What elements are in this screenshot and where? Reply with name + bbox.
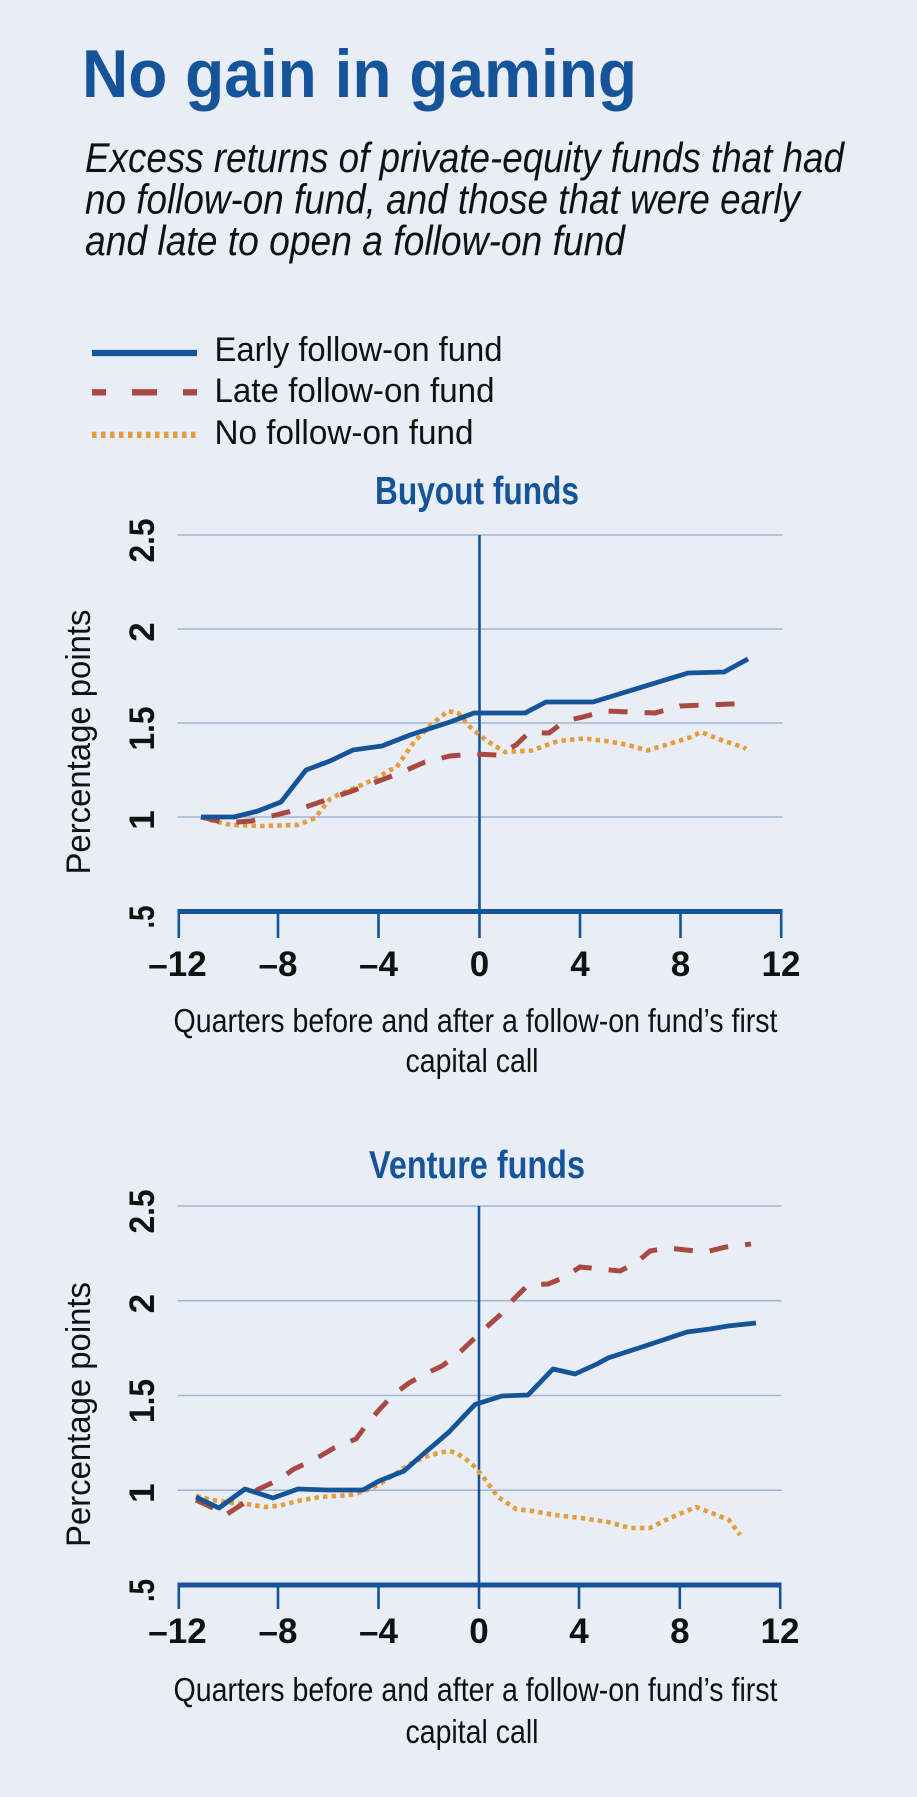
- svg-text:No follow-on fund: No follow-on fund: [215, 414, 474, 452]
- svg-text:0: 0: [469, 1612, 488, 1651]
- svg-text:Buyout funds: Buyout funds: [375, 470, 579, 513]
- svg-text:capital call: capital call: [406, 1713, 539, 1750]
- svg-text:1: 1: [123, 810, 162, 829]
- svg-text:Early follow-on fund: Early follow-on fund: [215, 331, 503, 369]
- svg-text:.5: .5: [123, 1579, 162, 1602]
- svg-text:2: 2: [123, 622, 162, 641]
- svg-text:Excess returns of private-equi: Excess returns of private-equity funds t…: [85, 134, 845, 181]
- svg-text:8: 8: [671, 945, 690, 984]
- svg-text:Venture funds: Venture funds: [369, 1144, 585, 1187]
- svg-text:2.5: 2.5: [123, 519, 162, 563]
- svg-text:Quarters before and after a fo: Quarters before and after a follow-on fu…: [174, 1002, 778, 1039]
- svg-text:0: 0: [470, 945, 489, 984]
- svg-text:Percentage points: Percentage points: [60, 610, 98, 875]
- svg-text:capital call: capital call: [406, 1042, 539, 1079]
- svg-text:and late to open a follow-on f: and late to open a follow-on fund: [85, 217, 626, 264]
- svg-text:4: 4: [569, 1612, 589, 1651]
- svg-text:Quarters before and after a fo: Quarters before and after a follow-on fu…: [174, 1671, 778, 1708]
- svg-text:Late follow-on fund: Late follow-on fund: [215, 372, 495, 410]
- svg-text:1.5: 1.5: [123, 707, 162, 751]
- svg-text:–4: –4: [359, 1612, 398, 1651]
- svg-text:Percentage points: Percentage points: [60, 1282, 98, 1547]
- svg-text:12: 12: [762, 945, 801, 984]
- svg-text:2: 2: [123, 1294, 162, 1313]
- svg-text:–8: –8: [259, 1612, 298, 1651]
- svg-text:–12: –12: [148, 945, 206, 984]
- svg-text:1.5: 1.5: [123, 1379, 162, 1423]
- svg-text:12: 12: [761, 1612, 800, 1651]
- svg-text:8: 8: [670, 1612, 689, 1651]
- svg-text:no follow-on fund, and those t: no follow-on fund, and those that were e…: [85, 176, 803, 223]
- svg-text:.5: .5: [123, 906, 162, 929]
- svg-text:–4: –4: [359, 945, 398, 984]
- svg-text:2.5: 2.5: [123, 1190, 162, 1234]
- svg-text:1: 1: [123, 1483, 162, 1502]
- svg-text:–12: –12: [148, 1612, 206, 1651]
- svg-text:No gain in gaming: No gain in gaming: [82, 36, 637, 112]
- svg-text:4: 4: [570, 945, 590, 984]
- svg-text:–8: –8: [259, 945, 298, 984]
